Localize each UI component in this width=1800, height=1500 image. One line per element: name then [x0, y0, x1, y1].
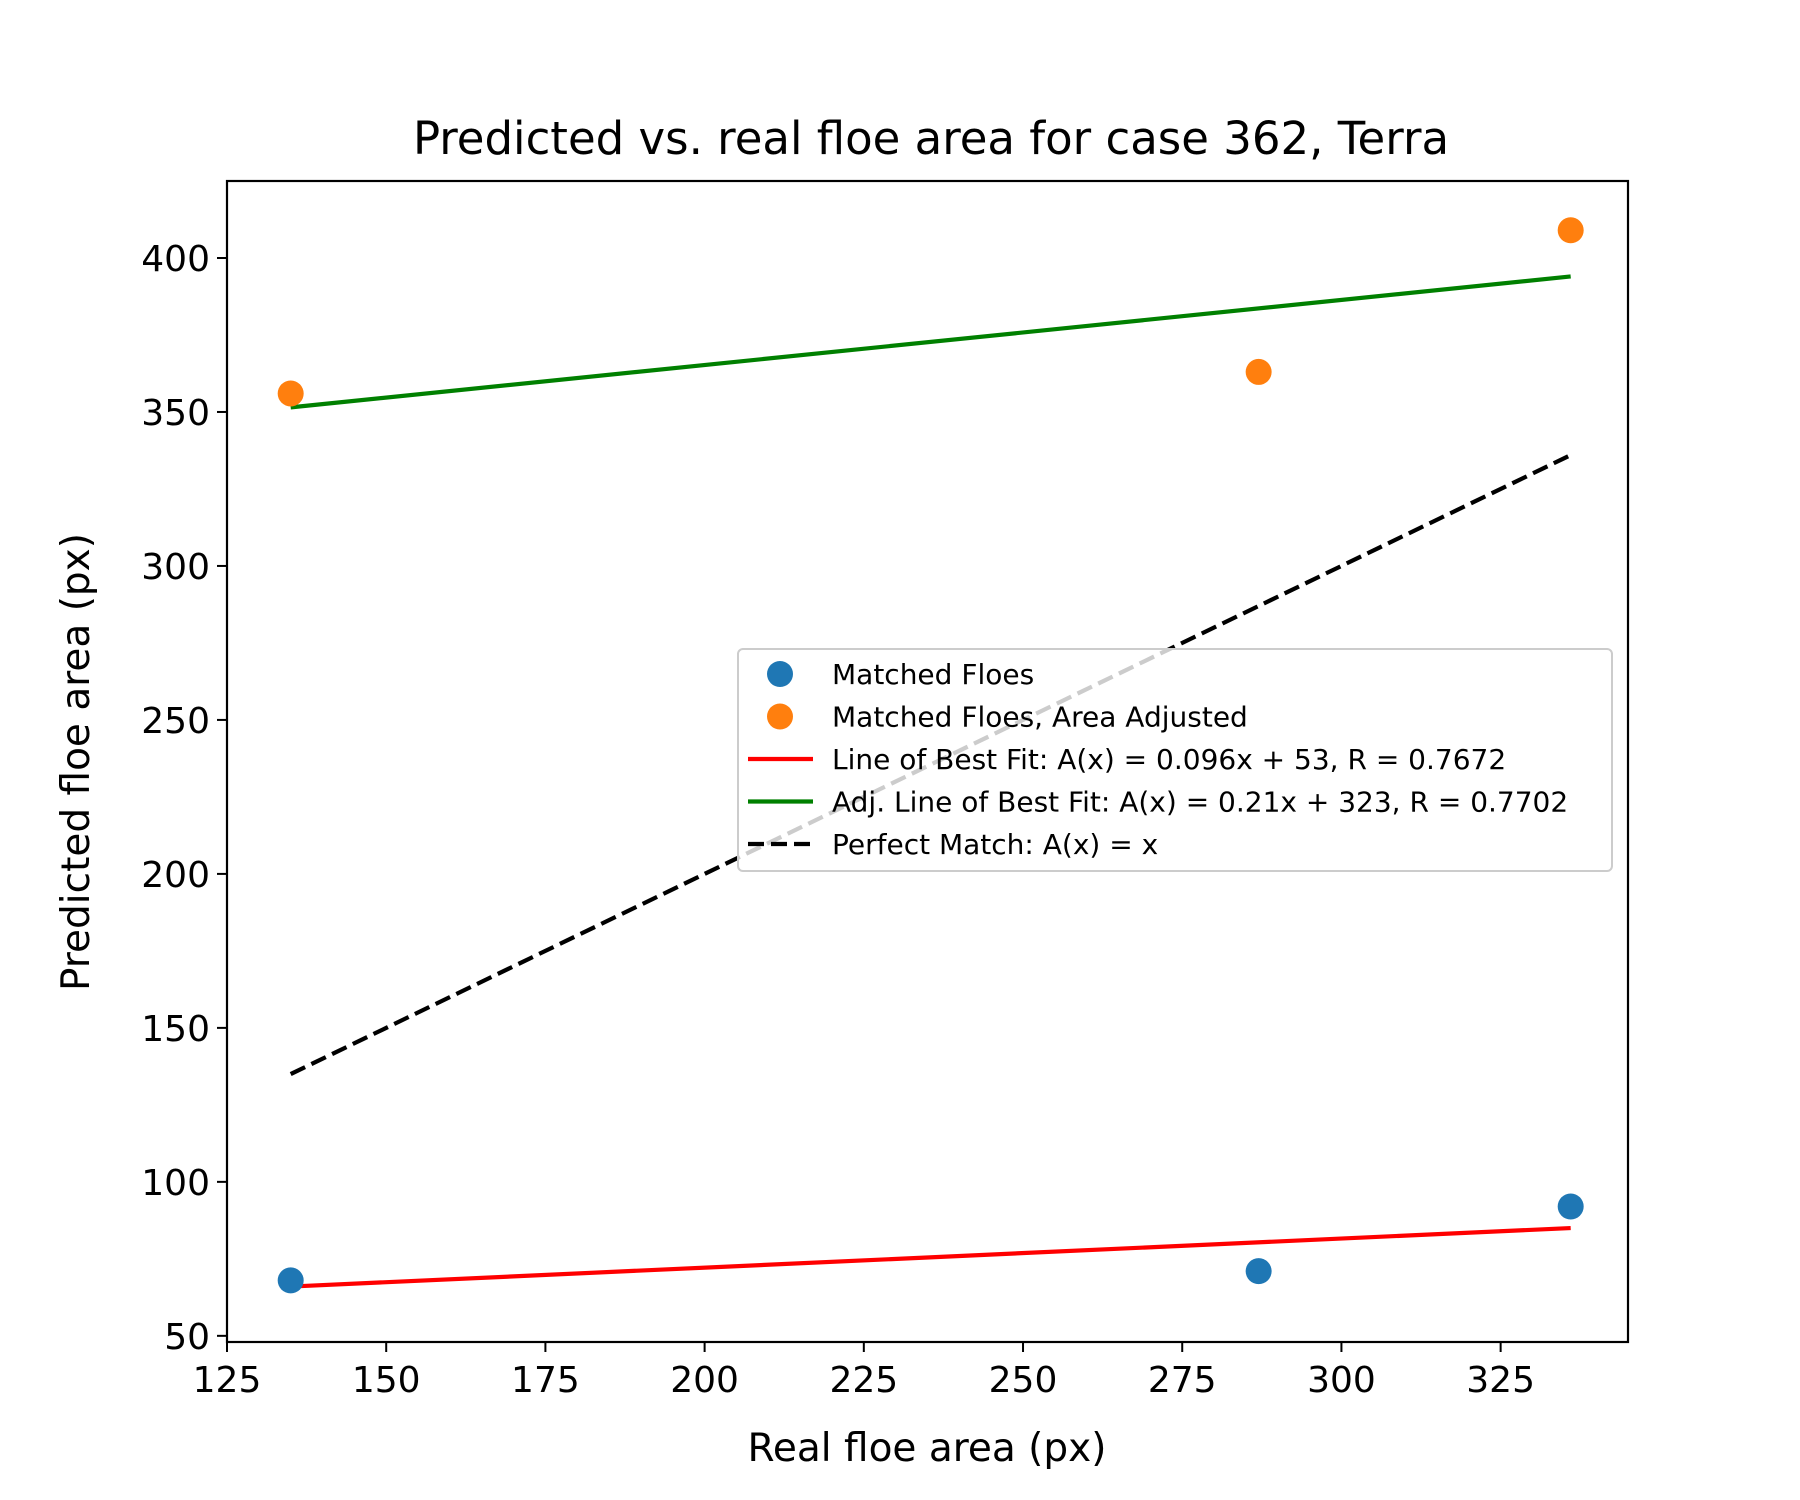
x-tick-label: 175: [511, 1360, 580, 1401]
y-axis-label: Predicted floe area (px): [54, 533, 99, 991]
legend-marker-0: [767, 661, 793, 687]
series-1-point-2: [1557, 217, 1584, 244]
legend-label-4: Perfect Match: A(x) = x: [832, 828, 1158, 861]
chart-title: Predicted vs. real floe area for case 36…: [413, 112, 1449, 165]
series-1-point-1: [1245, 358, 1272, 385]
x-tick-label: 150: [352, 1360, 421, 1401]
legend-label-3: Adj. Line of Best Fit: A(x) = 0.21x + 32…: [832, 786, 1568, 819]
x-tick-label: 300: [1307, 1360, 1376, 1401]
x-tick-label: 250: [989, 1360, 1058, 1401]
points-layer: [277, 217, 1584, 1294]
legend-items: Matched Floes Matched Floes, Area Adjuste…: [748, 658, 1568, 861]
series-0-point-2: [1557, 1193, 1584, 1220]
legend-label-0: Matched Floes: [832, 658, 1034, 691]
series-line-0: [290, 1225, 1571, 1289]
series-0-point-0: [277, 1267, 304, 1294]
series-line-2: [289, 453, 1572, 1076]
y-tick-label: 250: [141, 701, 210, 742]
plot-area: [277, 217, 1584, 1294]
x-axis-label: Real floe area (px): [748, 1426, 1107, 1471]
y-tick-label: 50: [164, 1317, 210, 1358]
legend-label-1: Matched Floes, Area Adjusted: [832, 701, 1248, 734]
series-1-point-0: [277, 380, 304, 407]
y-tick-label: 300: [141, 547, 210, 588]
series-0-point-1: [1245, 1258, 1272, 1285]
y-axis-ticks: 50 100 150 200 250 300 350 400: [141, 239, 227, 1358]
y-tick-label: 150: [141, 1009, 210, 1050]
series-line-1: [290, 274, 1571, 410]
legend-marker-1: [767, 703, 793, 730]
y-tick-label: 100: [141, 1163, 210, 1204]
y-tick-label: 400: [141, 239, 210, 280]
x-tick-label: 125: [193, 1360, 262, 1401]
x-tick-label: 225: [829, 1360, 898, 1401]
legend-box: [737, 648, 1613, 872]
axes-frame: [225, 179, 1630, 1344]
legend-label-2: Line of Best Fit: A(x) = 0.096x + 53, R …: [832, 743, 1506, 776]
x-tick-label: 325: [1466, 1360, 1535, 1401]
y-tick-label: 350: [141, 393, 210, 434]
x-tick-label: 275: [1148, 1360, 1217, 1401]
lines-layer: [289, 274, 1572, 1289]
legend: Matched Floes Matched Floes, Area Adjuste…: [737, 648, 1613, 872]
x-tick-label: 200: [670, 1360, 739, 1401]
x-axis-ticks: 125 150 175 200 225 250 275 300 325: [193, 1342, 1535, 1401]
y-tick-label: 200: [141, 855, 210, 896]
